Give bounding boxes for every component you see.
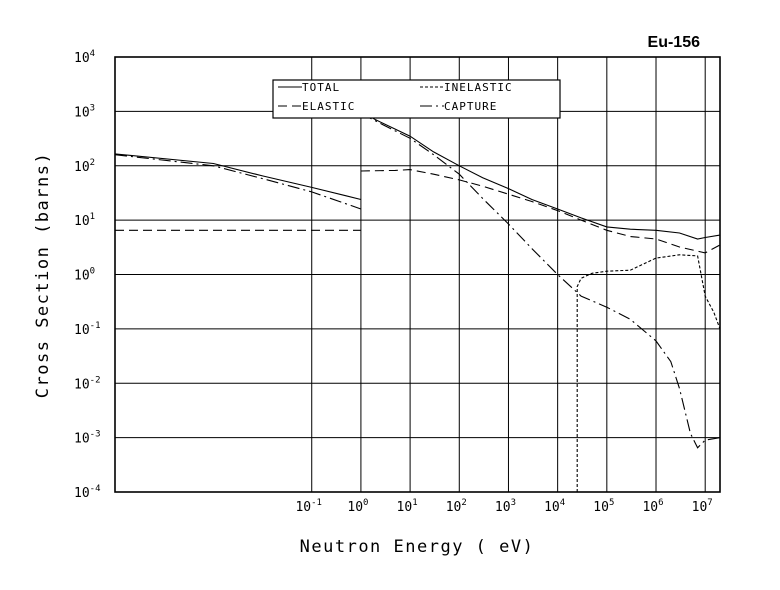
- series-line-capture: [360, 112, 721, 449]
- series-line-total: [114, 153, 362, 201]
- x-tick-label: 102: [446, 498, 467, 515]
- series-line-elastic: [360, 169, 721, 254]
- x-tick-label: 107: [692, 498, 713, 515]
- y-tick-label: 102: [74, 158, 95, 175]
- y-tick-label: 10-1: [74, 321, 101, 338]
- legend-label-total: TOTAL: [302, 81, 340, 94]
- legend-label-inelastic: INELASTIC: [444, 81, 513, 94]
- y-axis-label: Cross Section (barns): [33, 152, 53, 398]
- x-tick-label: 101: [397, 498, 418, 515]
- series-line-capture: [114, 154, 362, 210]
- x-tick-label: 100: [347, 498, 368, 515]
- y-tick-label: 100: [74, 267, 95, 284]
- y-tick-label: 104: [74, 49, 95, 66]
- x-tick-label: 105: [593, 498, 614, 515]
- series-line-total: [360, 110, 721, 240]
- y-tick-label: 10-4: [74, 484, 101, 501]
- x-tick-label: 106: [642, 498, 663, 515]
- y-tick-label: 10-3: [74, 430, 101, 447]
- tick-labels: 10-1 100 101 102 103 104 105 106 107 10-4 10-3 10-2…: [74, 49, 713, 515]
- y-tick-label: 103: [74, 103, 95, 120]
- series-lines: [114, 110, 721, 492]
- y-tick-label: 10-2: [74, 375, 101, 392]
- x-tick-label: 10-1: [295, 498, 322, 515]
- legend-box: [272, 79, 561, 119]
- x-tick-label: 104: [544, 498, 565, 515]
- y-tick-label: 101: [74, 212, 95, 229]
- chart-title: Eu-156: [648, 34, 701, 51]
- x-axis-label: Neutron Energy ( eV): [300, 537, 535, 557]
- legend-label-capture: CAPTURE: [444, 100, 497, 113]
- x-tick-label: 103: [495, 498, 516, 515]
- legend: TOTAL ELASTIC INELASTIC CAPTURE: [272, 79, 561, 119]
- plot-frame: [114, 56, 721, 493]
- legend-label-elastic: ELASTIC: [302, 100, 355, 113]
